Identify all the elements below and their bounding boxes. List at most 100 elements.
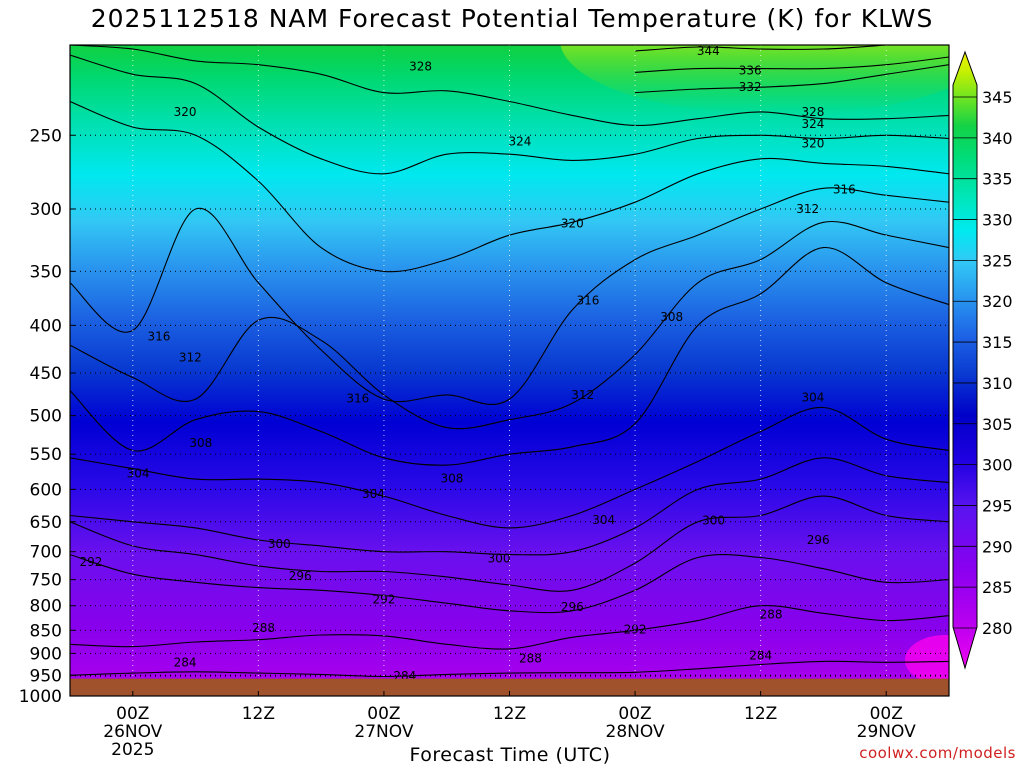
contour-label: 332 xyxy=(739,80,762,94)
colorbar-tick-label: 290 xyxy=(982,537,1013,556)
y-tick-label: 800 xyxy=(30,597,62,617)
contour-label: 296 xyxy=(807,533,830,547)
colorbar-ticks: 280 285 290 295 300 305 310 315 320 325 330 335 340 3… xyxy=(953,88,1013,638)
colorbar-tick-label: 310 xyxy=(982,374,1013,393)
y-tick-label: 450 xyxy=(30,364,62,384)
y-tick-label: 600 xyxy=(30,480,62,500)
contour-label: 304 xyxy=(592,513,615,527)
y-tick-label: 750 xyxy=(30,571,62,591)
contour-label: 288 xyxy=(760,608,783,622)
y-tick-label: 500 xyxy=(30,407,62,427)
y-tick-label: 300 xyxy=(30,200,62,220)
contour-label: 320 xyxy=(802,136,825,150)
colorbar-tick-label: 340 xyxy=(982,129,1013,148)
colorbar-tick-label: 300 xyxy=(982,456,1013,475)
y-tick-label: 950 xyxy=(30,666,62,686)
contour-label: 328 xyxy=(409,60,432,74)
contour-label: 308 xyxy=(440,471,463,485)
contour-label: 312 xyxy=(571,388,594,402)
contour-308 xyxy=(70,247,949,466)
contour-label: 288 xyxy=(519,652,542,666)
x-tick-label: 2025 xyxy=(111,740,154,760)
contour-label: 284 xyxy=(174,656,197,670)
x-tick-label: 00Z xyxy=(367,704,400,724)
x-tick-label: 27NOV xyxy=(354,722,413,742)
contour-312 xyxy=(70,220,949,430)
contour-label: 324 xyxy=(509,135,532,149)
colorbar-tick-label: 280 xyxy=(982,619,1013,638)
x-tick-label: 00Z xyxy=(870,704,903,724)
ground-below-surface xyxy=(70,678,949,696)
colorbar-tick-label: 345 xyxy=(982,88,1013,107)
contour-304 xyxy=(70,406,949,529)
contour-label: 312 xyxy=(179,350,202,364)
contour-label: 320 xyxy=(561,217,584,231)
contour-label: 292 xyxy=(79,555,102,569)
contour-label: 300 xyxy=(488,552,511,566)
contour-300 xyxy=(70,457,949,556)
colorbar-tick-label: 330 xyxy=(982,211,1013,230)
contour-288 xyxy=(70,605,949,650)
contour-labels: 3283443363323283243203163123203243203163… xyxy=(79,45,856,683)
y-tick-label: 1000 xyxy=(19,687,62,707)
x-tick-label: 00Z xyxy=(618,704,651,724)
contour-label: 320 xyxy=(174,105,197,119)
contour-label: 316 xyxy=(147,329,170,343)
contour-label: 316 xyxy=(833,183,856,197)
y-tick-label: 850 xyxy=(30,621,62,641)
chart-title: 2025112518 NAM Forecast Potential Temper… xyxy=(90,4,934,33)
x-tick-label: 28NOV xyxy=(606,722,665,742)
x-tick-label: 12Z xyxy=(242,704,275,724)
contour-332 xyxy=(635,64,949,94)
x-tick-label: 12Z xyxy=(744,704,777,724)
y-tick-label: 550 xyxy=(30,445,62,465)
contour-284 xyxy=(70,660,949,678)
contour-label: 288 xyxy=(252,621,275,635)
site-credit: coolwx.com/models xyxy=(859,744,1016,762)
y-tick-label: 900 xyxy=(30,644,62,664)
contour-label: 292 xyxy=(624,622,647,636)
y-tick-label: 400 xyxy=(30,316,62,336)
high-theta-region xyxy=(560,45,949,115)
vertical-gridlines xyxy=(132,45,887,696)
theta-field: 3283443363323283243203163123203243203163… xyxy=(70,45,949,696)
colorbar-tick-label: 315 xyxy=(982,333,1013,352)
contour-label: 324 xyxy=(802,117,825,131)
y-tick-label: 350 xyxy=(30,262,62,282)
contour-label: 312 xyxy=(796,202,819,216)
colorbar-tick-label: 320 xyxy=(982,292,1013,311)
y-tick-label: 700 xyxy=(30,543,62,563)
colorbar-tick-label: 335 xyxy=(982,170,1013,189)
low-theta-region xyxy=(905,635,949,685)
y-tick-label: 250 xyxy=(30,126,62,146)
colorbar-tick-label: 305 xyxy=(982,415,1013,434)
contour-label: 304 xyxy=(127,467,150,481)
contour-label: 296 xyxy=(561,600,584,614)
colorbar-tick-label: 295 xyxy=(982,496,1013,515)
contour-label: 304 xyxy=(802,390,825,404)
colorbar-tick-label: 285 xyxy=(982,578,1013,597)
contour-344 xyxy=(635,45,887,52)
x-tick-label: 29NOV xyxy=(857,722,916,742)
contour-label: 304 xyxy=(362,487,385,501)
x-tick-label: 12Z xyxy=(493,704,526,724)
contour-label: 316 xyxy=(346,391,369,405)
contour-324 xyxy=(70,54,949,175)
contour-label: 328 xyxy=(802,105,825,119)
contour-label: 308 xyxy=(189,436,212,450)
contour-320 xyxy=(70,100,949,273)
contour-label: 300 xyxy=(702,514,725,528)
contour-328 xyxy=(70,45,949,126)
contour-label: 316 xyxy=(577,293,600,307)
contour-label: 308 xyxy=(660,310,683,324)
colorbar-tick-label: 325 xyxy=(982,251,1013,270)
contour-336 xyxy=(635,56,949,73)
contour-label: 296 xyxy=(289,569,312,583)
y-tick-label: 650 xyxy=(30,513,62,533)
contour-label: 292 xyxy=(372,593,395,607)
colorbar-body xyxy=(952,50,978,670)
y-axis-ticks: 250 300 350 400 450 500 550 600 650 700 750 800 850 9… xyxy=(19,126,75,707)
x-axis-label: Forecast Time (UTC) xyxy=(409,744,611,766)
